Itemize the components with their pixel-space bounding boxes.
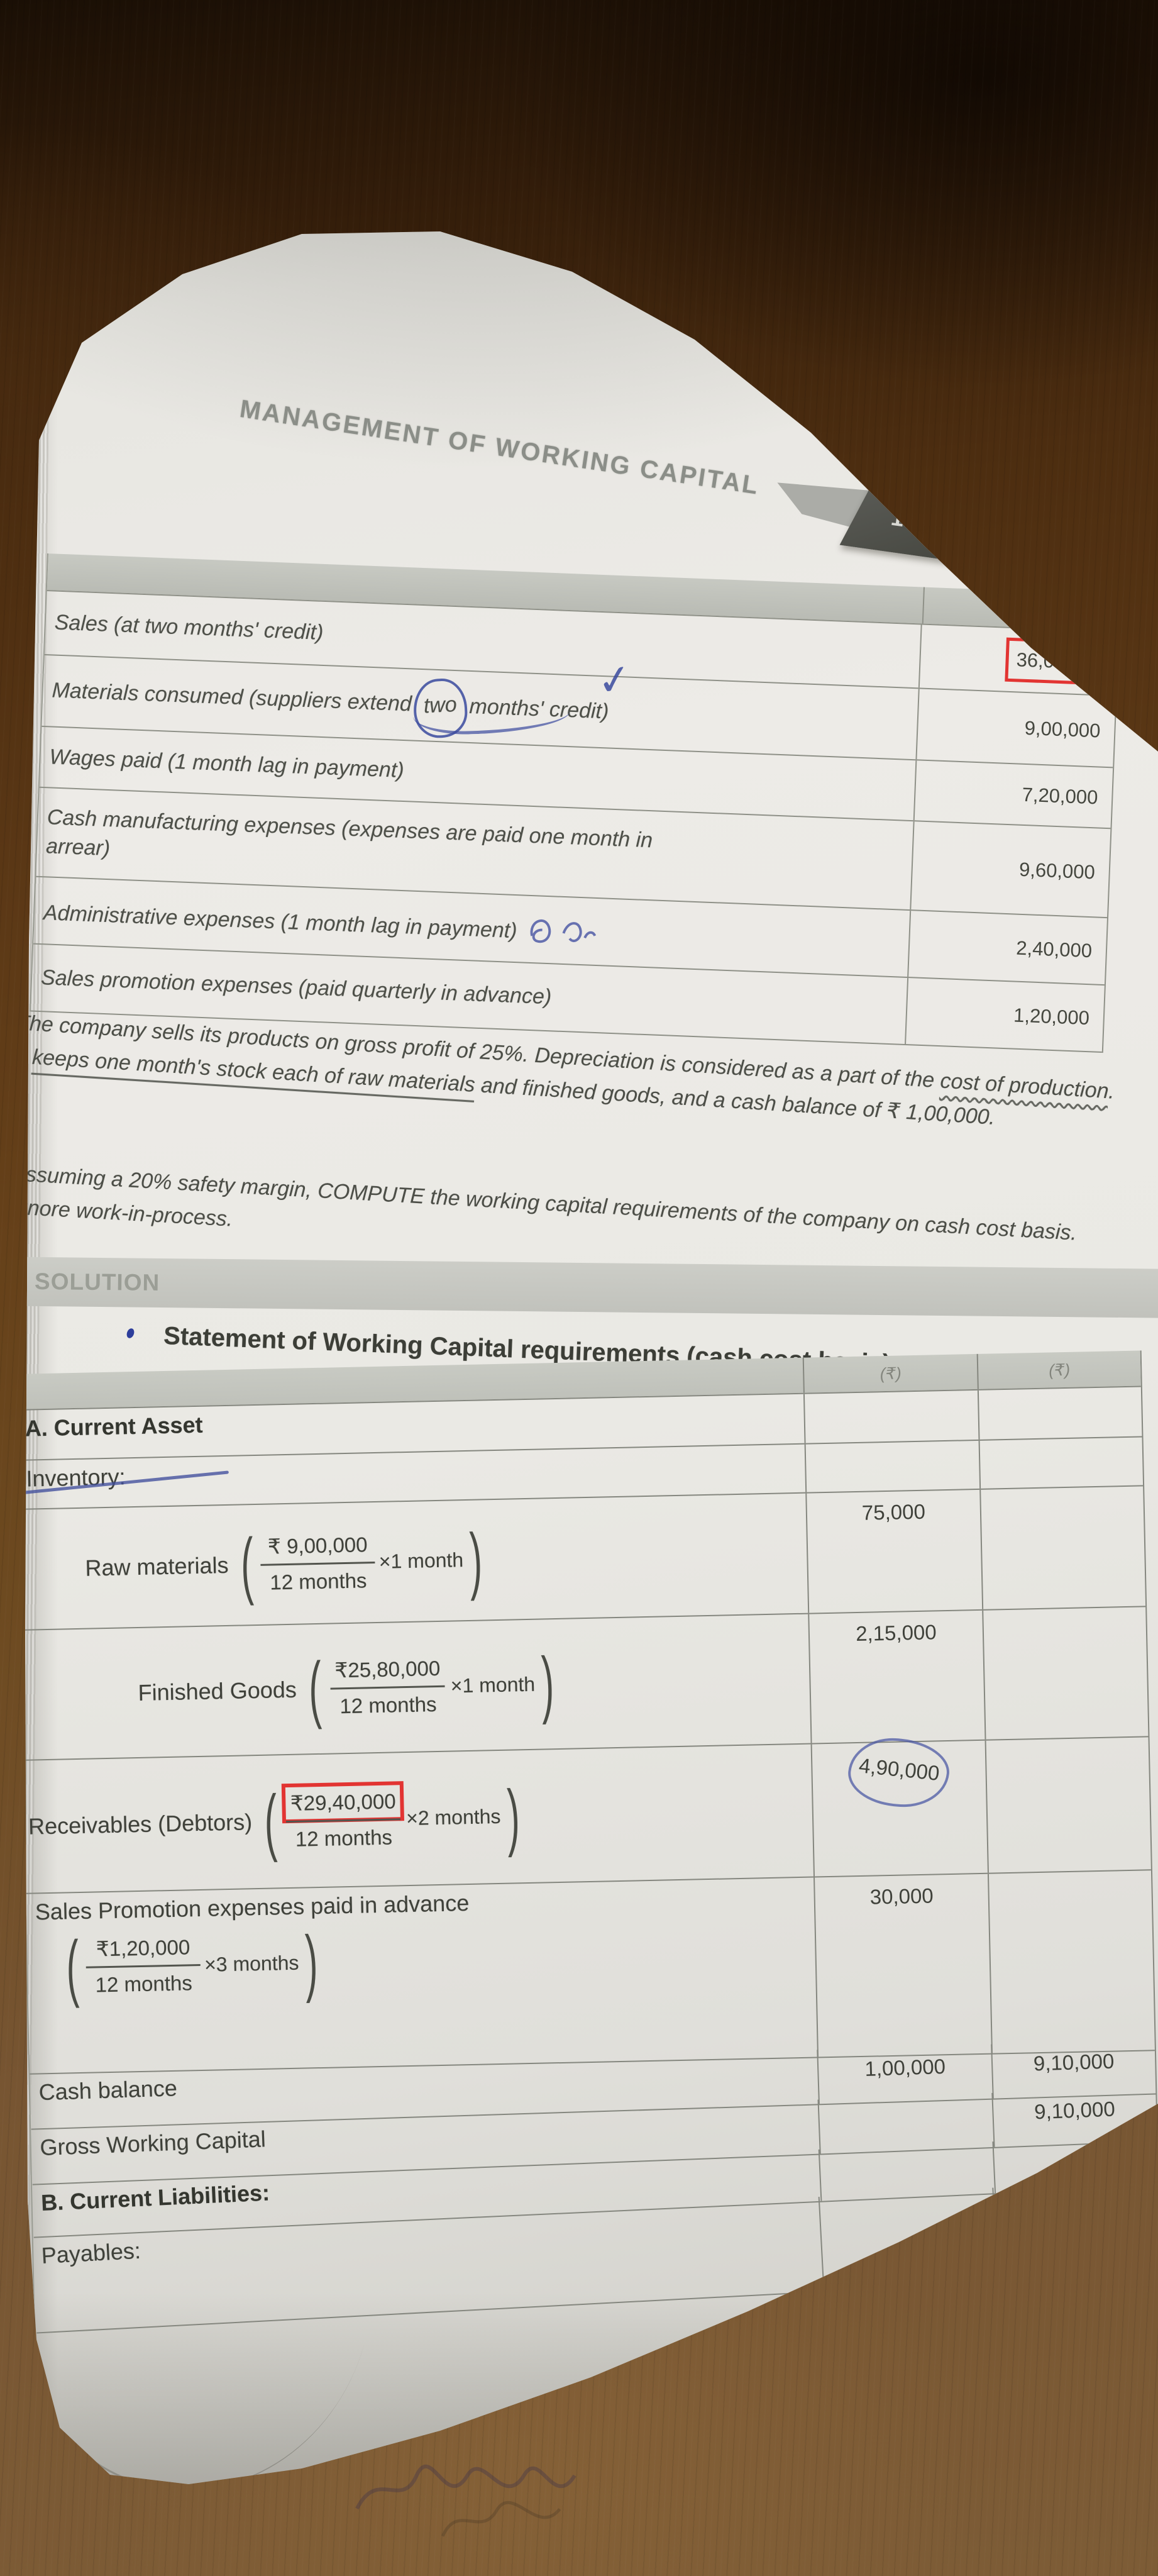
row-label: Finished Goods	[138, 1676, 297, 1706]
row-total: 9,10,000	[1034, 2097, 1116, 2124]
label-segment: Administrative expenses (1 month lag in …	[43, 900, 518, 943]
solution-table: (₹) (₹) A. Current Asset Inventory: Raw …	[25, 1350, 1158, 2334]
open-paren: (	[263, 1780, 278, 1863]
close-paren: )	[304, 1921, 319, 2004]
chapter-header: MANAGEMENT OF WORKING CAPITAL	[238, 395, 761, 500]
close-paren: )	[505, 1775, 521, 1858]
row-amount: 9,60,000	[1018, 858, 1096, 884]
multiplier: ×1 month	[450, 1672, 536, 1697]
multiplier: ×3 months	[204, 1951, 299, 1976]
row-amount: 75,000	[861, 1499, 926, 1524]
amount-column1-header: (₹)	[802, 1353, 978, 1393]
close-paren: )	[540, 1642, 554, 1726]
pen-checkmark-annotation: ✓	[594, 654, 635, 706]
pen-circle-annotation: 4,90,000	[845, 1733, 953, 1812]
row-amount: 9,00,000	[1024, 716, 1101, 742]
denominator: 12 months	[260, 1562, 376, 1595]
row-label: Administrative expenses (1 month lag in …	[43, 892, 904, 963]
fraction-formula: ( ₹25,80,000 12 months ×1 month )	[302, 1642, 561, 1731]
numerator: ₹ 9,00,000	[267, 1533, 368, 1558]
row-amount: 2,40,000	[1015, 936, 1093, 962]
fraction-formula: ( ₹1,20,000 12 months ×3 months )	[60, 1921, 324, 2009]
row-receivables: Receivables (Debtors) ( ₹29,40,000 12 mon…	[25, 1733, 1151, 1894]
row-label: Raw materials	[85, 1552, 229, 1581]
row-amount: 7,20,000	[1022, 783, 1099, 808]
open-paren: (	[240, 1523, 255, 1607]
row-raw-materials: Raw materials ( ₹ 9,00,000 12 months ×1 m…	[25, 1486, 1146, 1631]
close-paren: )	[468, 1518, 483, 1602]
multiplier: ×2 months	[405, 1805, 501, 1830]
red-highlight-box: ₹29,40,000	[282, 1780, 405, 1824]
numerator: ₹25,80,000	[334, 1657, 441, 1682]
label-segment: Materials consumed (suppliers extend	[51, 678, 412, 716]
row-amount: 1,20,000	[1013, 1004, 1090, 1029]
pen-scribble-annotation	[530, 919, 597, 943]
solution-heading: SOLUTION	[34, 1268, 160, 1296]
open-paren: (	[65, 1926, 80, 2009]
row-label: Receivables (Debtors)	[28, 1809, 253, 1840]
row-amount: 30,000	[869, 1884, 934, 1909]
problem-data-table: (₹) Sales (at two months' credit) 36,00,…	[30, 553, 1121, 1053]
fraction-formula: ( ₹29,40,000 12 months ×2 months )	[258, 1775, 526, 1863]
amount-column2-header: (₹)	[976, 1350, 1141, 1389]
denominator: 12 months	[330, 1685, 446, 1719]
row-amount: 1,00,000	[864, 2054, 946, 2080]
pencil-wavy-underline: cost of production	[939, 1069, 1110, 1104]
denominator: 12 months	[86, 1964, 202, 1997]
denominator: 12 months	[286, 1818, 402, 1852]
numerator: ₹1,20,000	[96, 1935, 190, 1961]
multiplier: ×1 month	[378, 1548, 464, 1574]
row-total: 9,10,000	[1033, 2049, 1115, 2075]
fraction-formula: ( ₹ 9,00,000 12 months ×1 month )	[234, 1518, 488, 1607]
row-finished-goods: Finished Goods ( ₹25,80,000 12 months ×1 …	[25, 1607, 1149, 1761]
open-paren: (	[308, 1647, 323, 1731]
row-amount: 2,15,000	[855, 1620, 937, 1646]
table-row-administrative: Administrative expenses (1 month lag in …	[33, 877, 1107, 986]
